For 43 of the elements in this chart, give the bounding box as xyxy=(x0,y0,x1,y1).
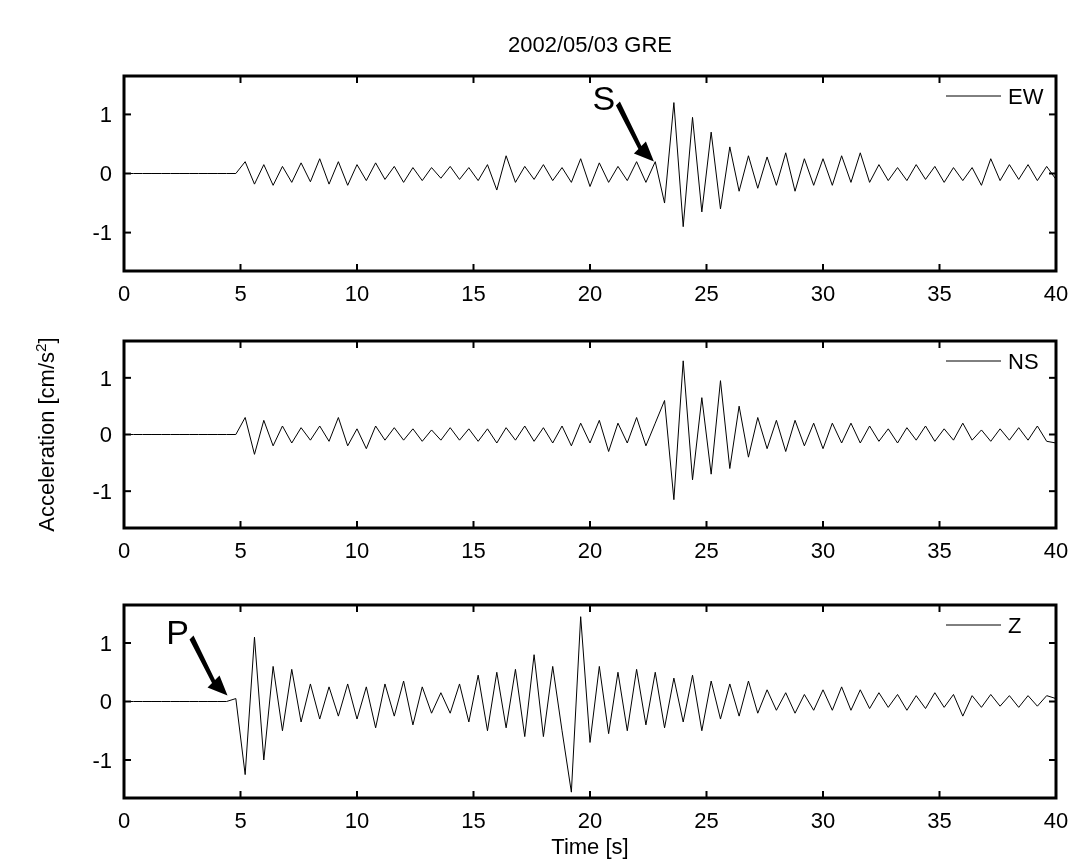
y-tick-label: -1 xyxy=(92,220,112,246)
annotation: S xyxy=(592,78,616,117)
x-tick-label: 5 xyxy=(234,538,247,563)
x-tick-label: 35 xyxy=(927,281,952,306)
y-tick-label: -1 xyxy=(92,747,112,773)
x-tick-label: 30 xyxy=(810,538,836,563)
chart-title: 2002/05/03 GRE xyxy=(508,32,672,57)
x-tick-label: 15 xyxy=(461,281,486,306)
x-tick-label: 25 xyxy=(694,538,719,563)
x-tick-label: 40 xyxy=(1043,538,1069,563)
y-tick-label: -1 xyxy=(92,478,112,504)
legend-label: EW xyxy=(1008,83,1044,109)
y-tick-label: 0 xyxy=(99,161,112,187)
x-tick-label: 35 xyxy=(927,538,952,563)
x-tick-label: 5 xyxy=(234,281,247,306)
x-tick-label: 25 xyxy=(694,281,719,306)
y-tick-label: 1 xyxy=(99,102,112,128)
y-tick-label: 1 xyxy=(99,365,112,391)
x-tick-label: 0 xyxy=(117,538,131,563)
y-tick-label: 0 xyxy=(99,689,112,715)
x-tick-label: 20 xyxy=(577,281,603,306)
x-tick-label: 40 xyxy=(1043,808,1069,833)
x-tick-label: 15 xyxy=(461,808,486,833)
x-axis-title: Time [s] xyxy=(551,834,629,859)
x-tick-label: 30 xyxy=(810,281,836,306)
x-tick-label: 30 xyxy=(810,808,836,833)
x-tick-label: 15 xyxy=(461,538,486,563)
y-tick-label: 0 xyxy=(99,422,112,448)
x-tick-label: 0 xyxy=(117,281,131,306)
x-tick-label: 10 xyxy=(344,808,370,833)
x-tick-label: 20 xyxy=(577,538,603,563)
x-tick-label: 35 xyxy=(927,808,952,833)
x-tick-label: 5 xyxy=(234,808,247,833)
x-tick-label: 20 xyxy=(577,808,603,833)
x-tick-label: 10 xyxy=(344,538,370,563)
x-tick-label: 10 xyxy=(344,281,370,306)
x-tick-label: 40 xyxy=(1043,281,1069,306)
legend-label: NS xyxy=(1008,348,1039,374)
y-tick-label: 1 xyxy=(99,630,112,656)
annotation: P xyxy=(166,612,189,651)
legend-label: Z xyxy=(1008,612,1022,638)
x-tick-label: 25 xyxy=(694,808,719,833)
x-tick-label: 0 xyxy=(117,808,131,833)
